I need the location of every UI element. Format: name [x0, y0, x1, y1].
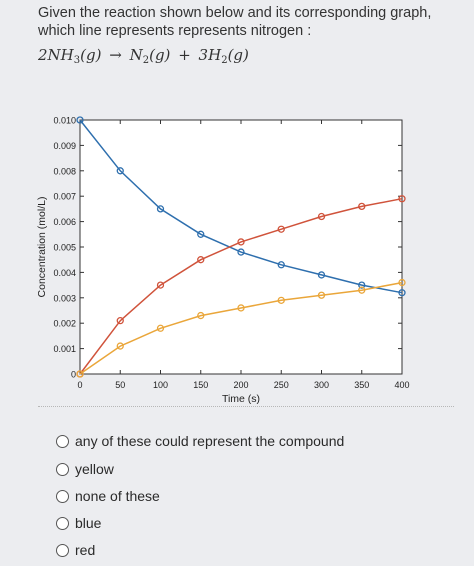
- option-label: any of these could represent the compoun…: [75, 433, 345, 449]
- divider: [38, 406, 454, 407]
- data-point: [398, 289, 406, 297]
- option-label: yellow: [75, 461, 114, 477]
- x-tick-label: 0: [77, 380, 82, 390]
- plus-sign: +: [178, 46, 191, 64]
- y-tick-label: 0.006: [53, 217, 76, 227]
- y-tick-label: 0.009: [53, 141, 76, 151]
- data-point: [156, 324, 165, 332]
- y-tick-label: 0: [71, 370, 76, 380]
- option-yellow[interactable]: yellow: [56, 458, 114, 480]
- option-red[interactable]: red: [56, 539, 95, 561]
- x-tick-label: 50: [115, 380, 125, 390]
- data-point: [317, 271, 326, 279]
- series-line-2: [79, 281, 403, 375]
- data-point: [398, 278, 406, 287]
- product1-state: (g): [149, 46, 171, 64]
- data-point: [317, 291, 326, 299]
- x-tick-label: 150: [193, 380, 208, 390]
- photo-glare: [352, 222, 380, 258]
- y-tick-label: 0.010: [53, 116, 76, 126]
- radio-icon[interactable]: [56, 543, 69, 557]
- data-point: [237, 248, 245, 256]
- product2-coefficient: 3: [198, 46, 209, 64]
- data-point: [358, 286, 366, 294]
- y-tick-label: 0.002: [53, 319, 76, 329]
- x-tick-label: 300: [314, 380, 329, 390]
- x-tick-label: 400: [394, 380, 409, 390]
- reaction-arrow: →: [109, 46, 122, 64]
- data-point: [156, 205, 165, 213]
- product1-formula: N: [129, 46, 143, 64]
- product1-subscript: 2: [142, 55, 150, 66]
- option-any-compound[interactable]: any of these could represent the compoun…: [56, 430, 344, 452]
- reaction-equation: 2NH3(g) → N2(g) + 3H2(g): [38, 46, 249, 66]
- data-point: [277, 225, 285, 233]
- y-axis-label: Concentration (mol/L): [36, 197, 48, 298]
- x-axis-label: Time (s): [222, 393, 260, 405]
- reactant-subscript: 3: [73, 55, 81, 66]
- radio-icon[interactable]: [56, 462, 69, 476]
- radio-icon[interactable]: [56, 489, 69, 503]
- data-point: [116, 317, 124, 325]
- data-point: [358, 281, 366, 289]
- option-label: blue: [75, 515, 102, 531]
- data-point: [277, 261, 285, 269]
- series-line-0: [79, 119, 403, 294]
- reactant-state: (g): [80, 46, 102, 64]
- data-point: [116, 167, 124, 175]
- y-tick-label: 0.001: [53, 344, 76, 354]
- question-text: Given the reaction shown below and its c…: [38, 5, 432, 39]
- y-tick-label: 0.005: [53, 243, 76, 253]
- product2-subscript: 2: [221, 55, 228, 66]
- data-point: [398, 195, 406, 203]
- data-point: [156, 281, 165, 289]
- x-tick-label: 350: [354, 380, 369, 390]
- data-point: [237, 238, 245, 246]
- y-tick-label: 0.008: [53, 166, 76, 176]
- data-point: [197, 256, 205, 264]
- data-point: [76, 116, 84, 124]
- product2-state: (g): [227, 46, 249, 64]
- data-point: [197, 311, 205, 320]
- option-blue[interactable]: blue: [56, 512, 101, 534]
- data-point: [317, 212, 326, 221]
- product2-formula: H: [208, 46, 222, 64]
- y-tick-label: 0.003: [53, 293, 76, 303]
- x-tick-label: 250: [274, 380, 289, 390]
- radio-icon[interactable]: [56, 434, 69, 448]
- reactant-coefficient: 2: [38, 46, 48, 64]
- data-point: [277, 296, 285, 304]
- data-point: [197, 230, 205, 238]
- x-tick-label: 200: [233, 380, 248, 390]
- option-label: red: [75, 542, 96, 558]
- x-tick-label: 100: [153, 380, 168, 390]
- y-tick-label: 0.007: [53, 192, 76, 202]
- series-line-1: [79, 197, 403, 375]
- data-point: [237, 304, 245, 312]
- option-none[interactable]: none of these: [56, 485, 160, 507]
- data-point: [116, 342, 124, 350]
- data-point: [358, 202, 366, 211]
- concentration-chart: 0 0.001 0.002 0.003 0.004 0.005 0.006 0.007 0.00…: [36, 116, 410, 406]
- option-label: none of these: [75, 488, 160, 504]
- y-tick-label: 0.004: [53, 268, 76, 278]
- reactant-formula: NH: [47, 46, 74, 64]
- data-point: [76, 370, 84, 378]
- radio-icon[interactable]: [56, 516, 69, 530]
